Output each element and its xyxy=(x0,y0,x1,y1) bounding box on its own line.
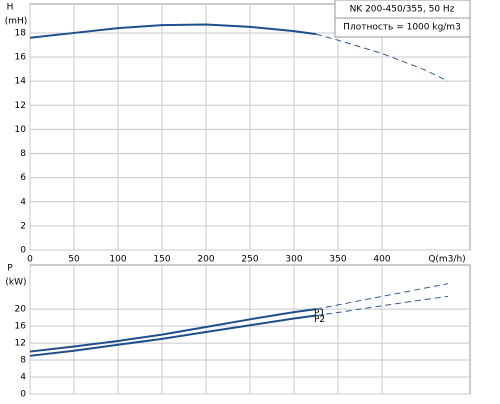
x-tick-label: 0 xyxy=(27,255,33,265)
y-tick-label: 18 xyxy=(15,28,27,38)
x-tick-label: 150 xyxy=(153,255,170,265)
legend-text: Плотность = 1000 kg/m3 xyxy=(343,23,461,33)
y-tick-label: 2 xyxy=(20,221,26,231)
curve xyxy=(29,308,317,353)
y-tick-label: 8 xyxy=(20,356,26,366)
y-tick-label: 4 xyxy=(20,197,26,207)
x-tick-label: 350 xyxy=(329,255,346,265)
y-tick-label: 16 xyxy=(15,322,27,332)
y-tick-label: 14 xyxy=(15,77,27,87)
x-tick-label: 250 xyxy=(241,255,258,265)
x-tick-label: 100 xyxy=(109,255,126,265)
legend-text: NK 200-450/355, 50 Hz xyxy=(350,5,455,15)
y-tick-label: 8 xyxy=(20,149,26,159)
y-tick-label: 0 xyxy=(20,246,26,256)
x-tick-label: 300 xyxy=(285,255,302,265)
y-tick-label: 16 xyxy=(15,53,27,63)
y-tick-label: 20 xyxy=(15,305,27,315)
curve xyxy=(29,23,317,39)
y-axis-label: P xyxy=(7,264,13,274)
y-tick-label: 10 xyxy=(15,125,27,135)
dashed-curve xyxy=(315,283,449,310)
y-axis-label: (kW) xyxy=(5,278,26,288)
y-tick-label: 12 xyxy=(15,339,26,349)
x-tick-label: 50 xyxy=(68,255,80,265)
y-tick-label: 6 xyxy=(20,173,26,183)
curve xyxy=(29,314,317,357)
curve-label: P1 xyxy=(314,309,325,319)
x-axis-label: Q(m3/h) xyxy=(428,255,465,265)
dashed-curve xyxy=(315,295,449,316)
x-tick-label: 200 xyxy=(197,255,214,265)
y-tick-label: 0 xyxy=(20,390,26,400)
x-tick-label: 400 xyxy=(373,255,390,265)
y-tick-label: 12 xyxy=(15,101,26,111)
y-tick-label: 4 xyxy=(20,373,26,383)
curve-label: P2 xyxy=(314,315,325,325)
y-axis-label: H xyxy=(7,3,14,13)
dashed-curve xyxy=(315,33,449,82)
y-axis-label: (mH) xyxy=(5,17,28,27)
